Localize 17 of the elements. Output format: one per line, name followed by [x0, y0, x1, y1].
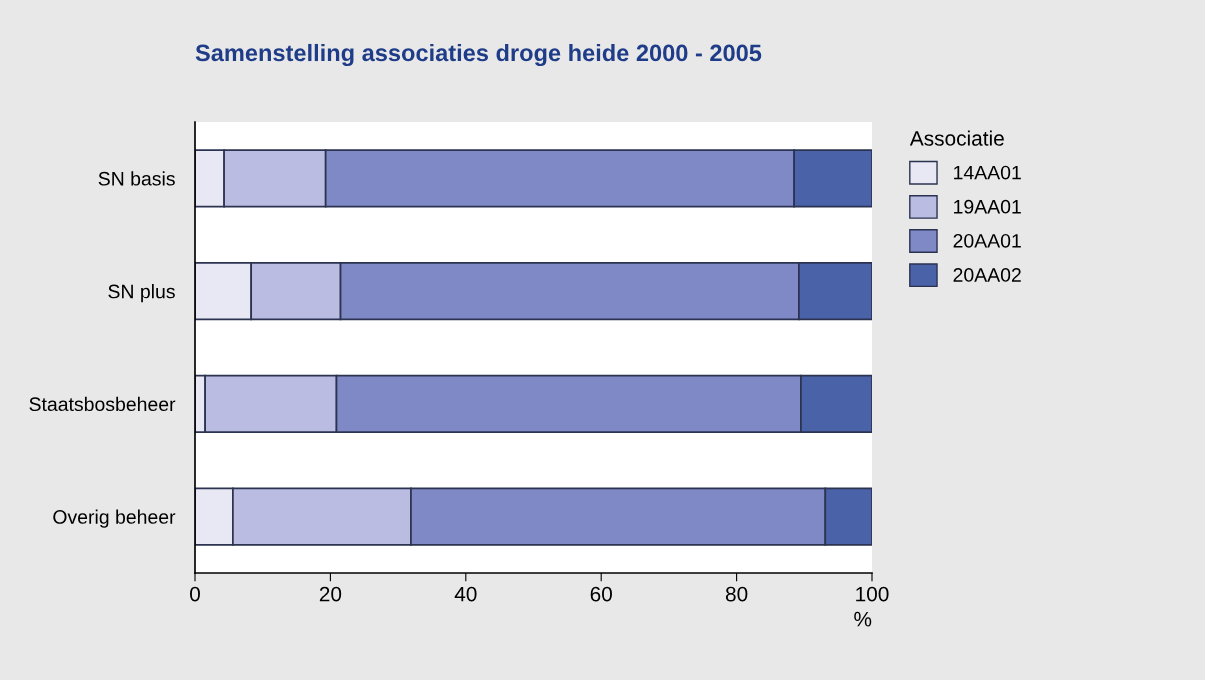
y-tick-label: Overig beheer [53, 509, 176, 528]
y-tick-label: SN basis [98, 171, 175, 186]
x-tick-label: 20 [319, 586, 342, 602]
chart-title: Samenstelling associaties droge heide 2000 - 2005 [195, 43, 762, 67]
legend-label: 20AA01 [953, 233, 1021, 248]
y-tick-label: Staatsbosbeheer [29, 396, 176, 412]
x-tick-label: 0 [190, 586, 200, 602]
x-axis-title: % [854, 611, 872, 627]
legend-label: 14AA01 [954, 165, 1021, 180]
x-tick-label: 80 [725, 586, 748, 602]
legend-label: 20AA02 [953, 268, 1021, 282]
x-tick-label: 40 [454, 586, 477, 602]
x-tick-label: 100 [856, 586, 889, 602]
y-tick-label: SN plus [108, 284, 175, 303]
x-tick-label: 60 [590, 586, 612, 602]
legend-title: Associatie [909, 130, 1004, 146]
legend-label: 19AA01 [954, 199, 1021, 214]
